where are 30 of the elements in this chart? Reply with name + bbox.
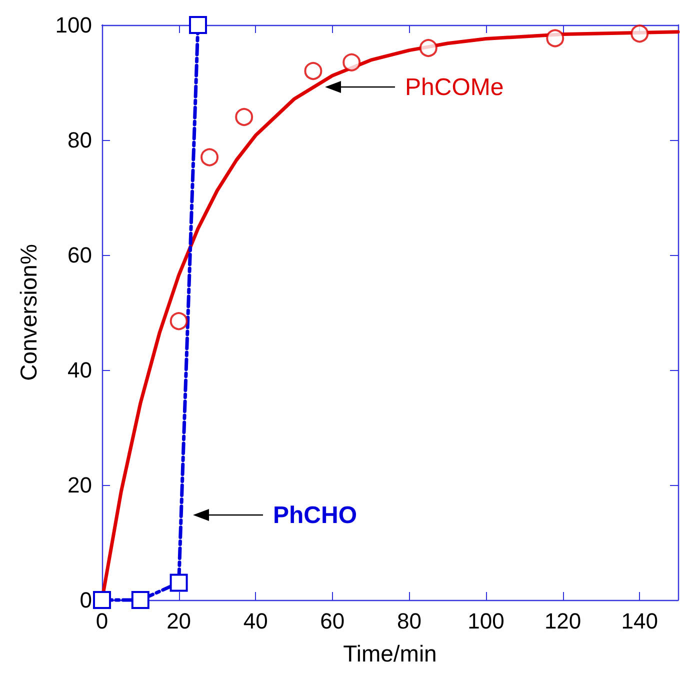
point — [235, 108, 254, 126]
point — [546, 29, 564, 48]
point — [189, 16, 207, 34]
x-tick-label: 140 — [621, 608, 658, 634]
point — [200, 148, 219, 166]
y-tick-label: 20 — [68, 472, 92, 498]
y-tick-label: 60 — [68, 242, 92, 268]
x-tick-label: 40 — [243, 608, 268, 634]
x-tick-label: 60 — [320, 608, 345, 634]
x-axis-title: Time/min — [343, 640, 437, 666]
x-tick-label: 100 — [468, 608, 504, 634]
y-tick-label: 80 — [68, 128, 92, 152]
x-tick-label: 20 — [166, 608, 192, 634]
annotation: PhCOMe — [405, 74, 504, 101]
point — [419, 39, 438, 57]
point — [630, 24, 649, 43]
y-axis-title: Conversion% — [16, 244, 42, 381]
x-tick-label: 120 — [544, 608, 582, 634]
point — [170, 574, 188, 592]
point — [170, 312, 188, 330]
x-tick-label: 80 — [396, 608, 422, 634]
y-tick-label: 40 — [68, 358, 92, 382]
point — [93, 591, 111, 609]
point — [131, 591, 150, 609]
y-tick-label: 100 — [55, 12, 92, 38]
annotation: PhCHO — [273, 502, 357, 529]
y-tick-label: 0 — [80, 588, 92, 612]
point — [304, 62, 322, 80]
point — [342, 53, 361, 72]
x-tick-label: 0 — [96, 608, 108, 634]
